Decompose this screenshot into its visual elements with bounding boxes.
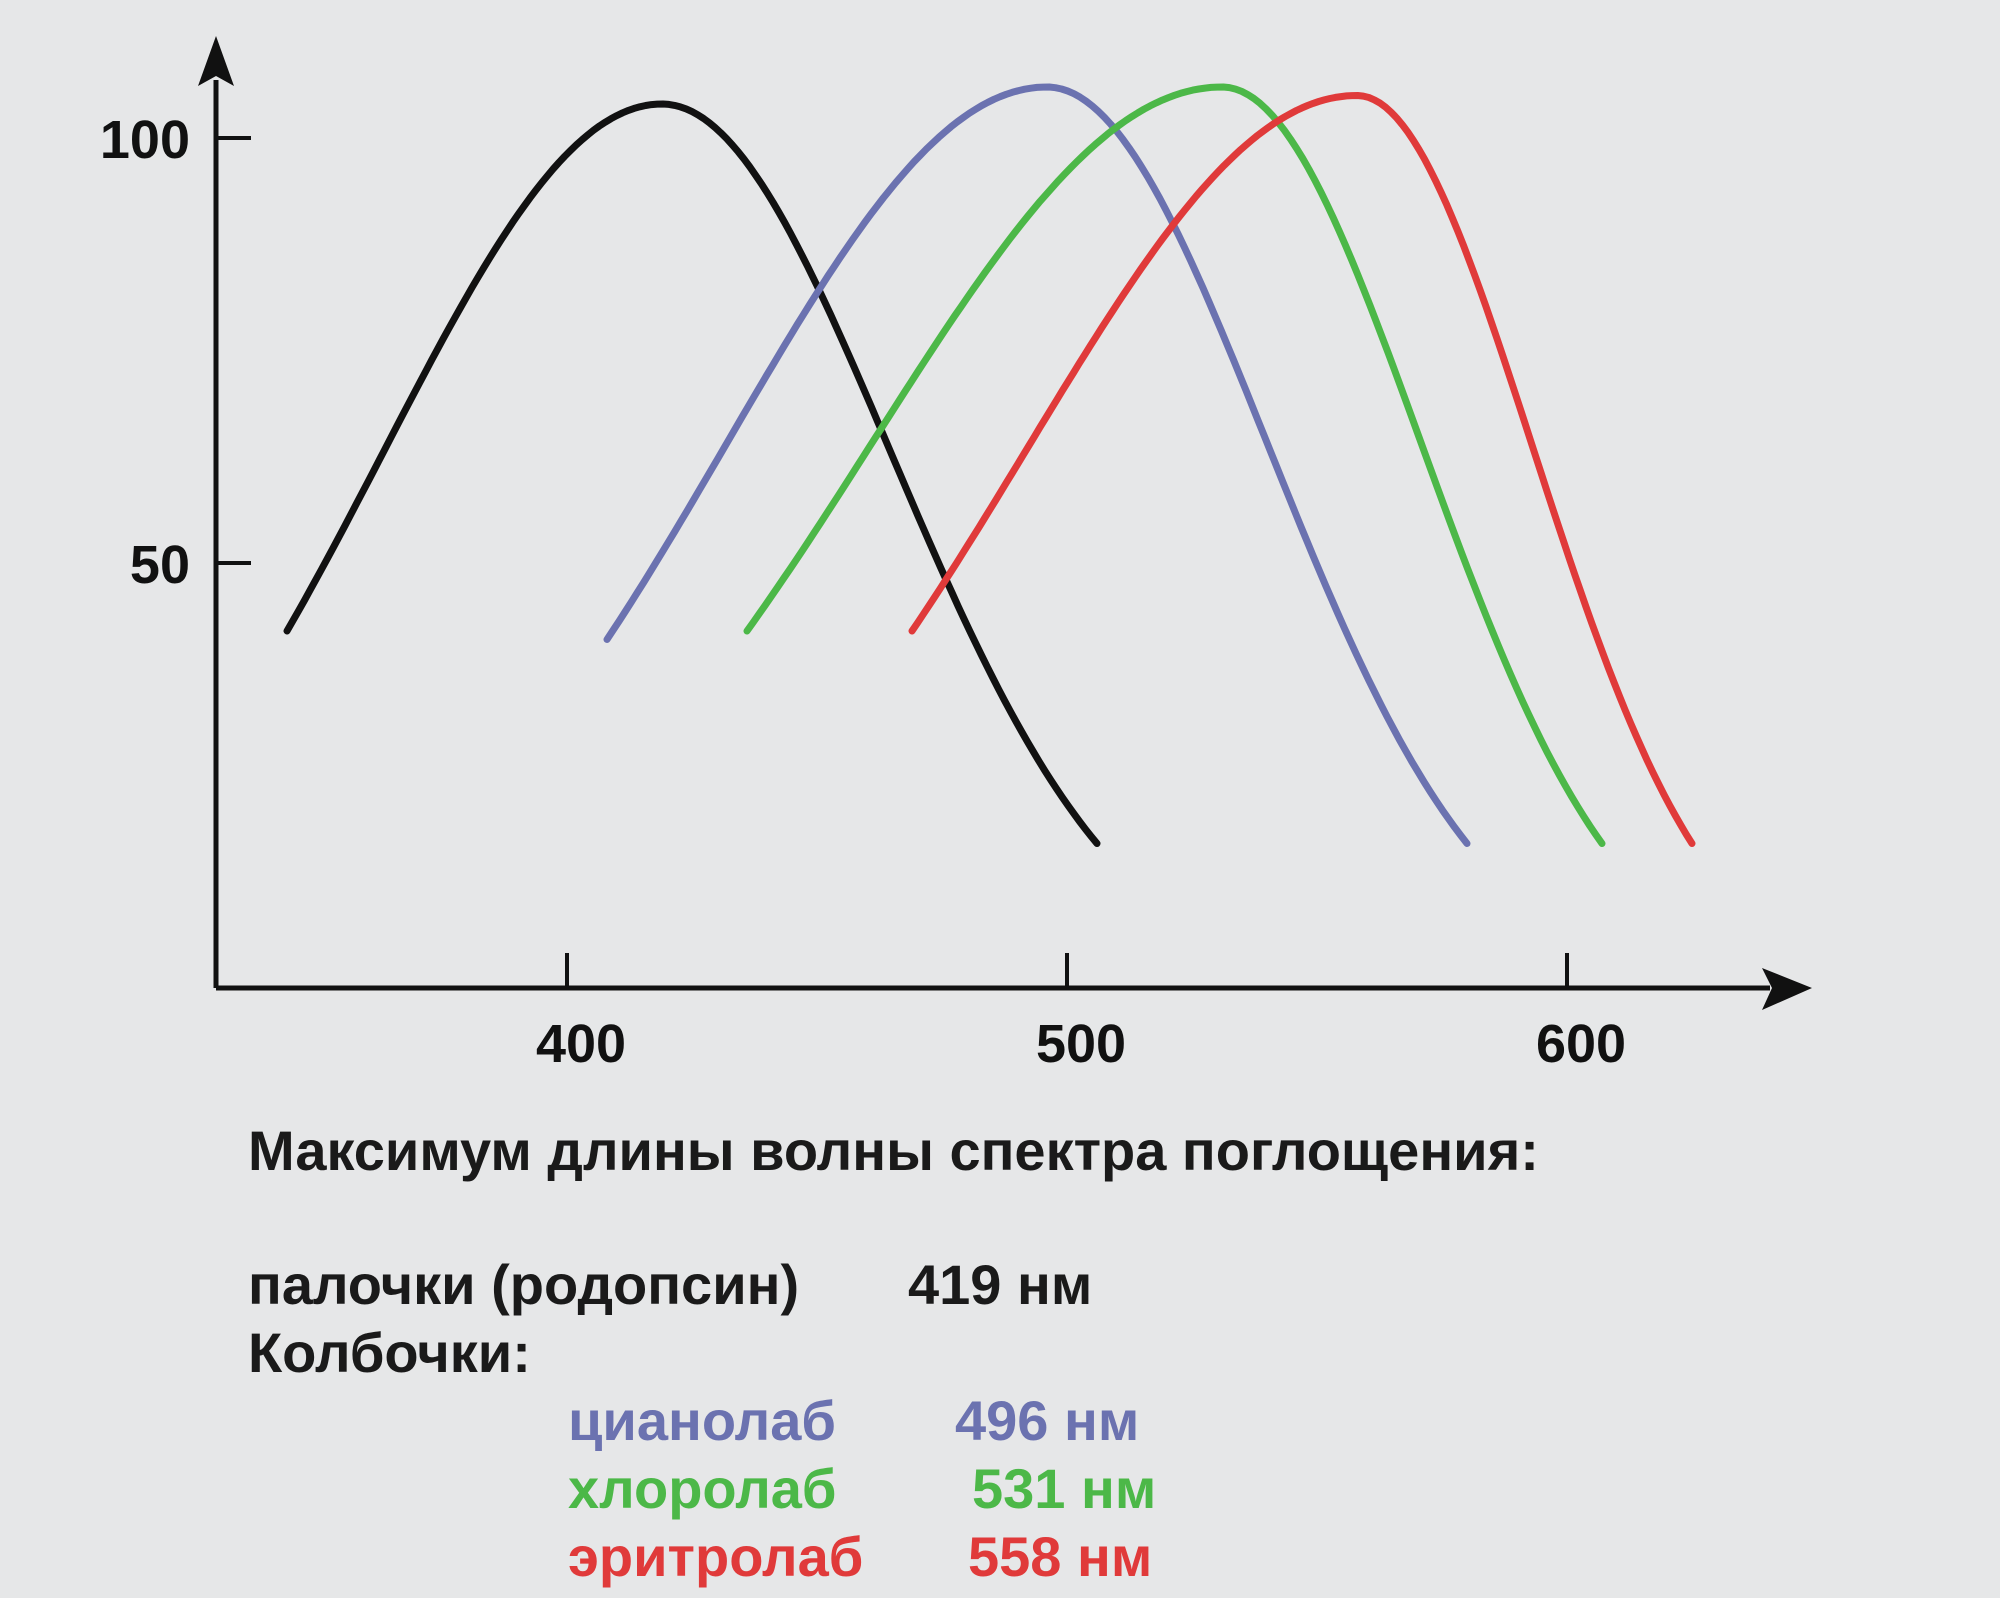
x-tick-label: 400	[536, 1014, 626, 1074]
x-tick-label: 600	[1536, 1014, 1626, 1074]
cone-name-erythrolab: эритролаб	[568, 1525, 864, 1588]
series-line-558	[908, 92, 1696, 847]
series-line-531	[743, 83, 1606, 847]
cone-value-cyanolab: 496 нм	[955, 1389, 1140, 1452]
spectral-absorption-chart: 400 500 600 50 100	[100, 36, 1812, 1074]
cone-value-erythrolab: 558 нм	[968, 1525, 1153, 1588]
x-axis-arrow	[1762, 968, 1812, 1010]
series-line-496	[603, 83, 1471, 847]
cones-label: Колбочки:	[248, 1321, 531, 1384]
cone-name-cyanolab: цианолаб	[568, 1389, 836, 1452]
y-tick-label: 50	[130, 535, 190, 595]
caption-title: Максимум длины волны спектра поглощения:	[248, 1119, 1539, 1182]
y-axis-arrow	[198, 36, 234, 86]
cone-value-chlorolab: 531 нм	[972, 1457, 1157, 1520]
y-tick-label: 100	[100, 110, 190, 170]
cone-name-chlorolab: хлоролаб	[568, 1457, 837, 1520]
rods-value: 419 нм	[908, 1253, 1093, 1316]
x-tick-label: 500	[1036, 1014, 1126, 1074]
series-line-419	[283, 100, 1101, 847]
rods-label: палочки (родопсин)	[248, 1253, 800, 1316]
